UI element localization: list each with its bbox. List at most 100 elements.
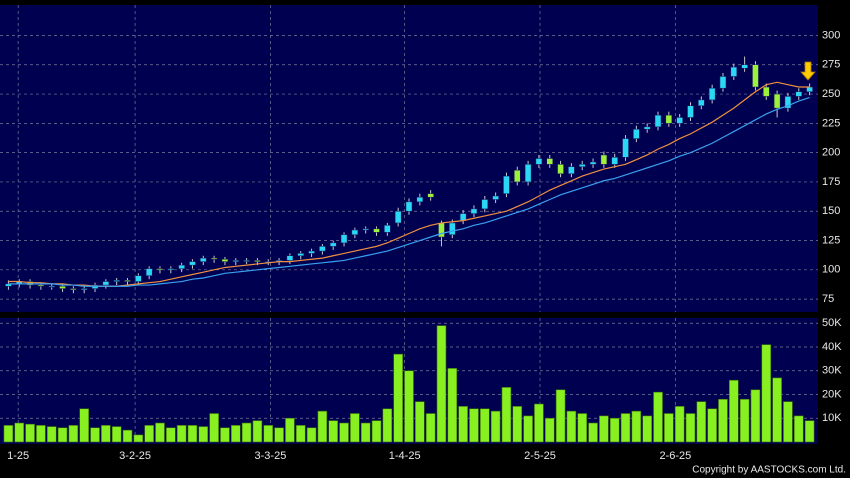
volume-bar bbox=[447, 368, 458, 443]
candle-body bbox=[438, 222, 445, 238]
volume-bar bbox=[144, 425, 154, 443]
volume-bar bbox=[230, 425, 241, 443]
volume-bar bbox=[57, 427, 68, 443]
candle-body bbox=[546, 158, 553, 165]
y-tick-label: 150 bbox=[822, 205, 840, 217]
volume-bar bbox=[588, 422, 598, 443]
volume-bar bbox=[360, 422, 371, 443]
volume-bar bbox=[285, 417, 295, 443]
x-tick-label: 2-5-25 bbox=[524, 450, 556, 462]
volume-bar bbox=[707, 408, 717, 443]
volume-bar bbox=[523, 415, 533, 443]
volume-bar bbox=[436, 325, 447, 443]
volume-bar bbox=[155, 422, 165, 443]
x-tick-label: 3-2-25 bbox=[119, 450, 151, 462]
volume-bar bbox=[306, 427, 317, 443]
candle-body bbox=[48, 285, 55, 288]
y-tick-label: 75 bbox=[822, 293, 834, 305]
candle-body bbox=[665, 114, 673, 124]
candle-body bbox=[351, 229, 359, 235]
volume-bar bbox=[36, 425, 46, 443]
candle-body bbox=[806, 86, 813, 92]
volume-bar bbox=[479, 408, 490, 443]
y2-tick-label: 40K bbox=[822, 341, 842, 353]
y-tick-label: 100 bbox=[822, 264, 840, 276]
volume-bar bbox=[750, 389, 761, 443]
candle-body bbox=[643, 126, 651, 130]
volume-bar bbox=[566, 410, 577, 443]
ma-line bbox=[8, 81, 810, 287]
volume-bar bbox=[772, 377, 782, 443]
volume-bar bbox=[90, 427, 100, 443]
volume-bar bbox=[631, 410, 642, 443]
volume-bar bbox=[739, 398, 750, 443]
candle-body bbox=[362, 228, 369, 231]
candle-body bbox=[578, 164, 586, 167]
volume-bar bbox=[544, 417, 555, 443]
candle-body bbox=[719, 76, 727, 89]
candle-body bbox=[773, 93, 781, 109]
candle-body bbox=[319, 246, 326, 252]
volume-bar bbox=[512, 406, 523, 443]
y-tick-label: 300 bbox=[822, 29, 840, 41]
candle-body bbox=[232, 260, 240, 262]
candle-body bbox=[384, 225, 391, 233]
volume-bar bbox=[469, 408, 479, 443]
candle-body bbox=[676, 117, 683, 124]
volume-bar bbox=[404, 370, 414, 443]
y2-tick-label: 10K bbox=[822, 412, 842, 424]
volume-bar bbox=[674, 406, 685, 443]
candle-body bbox=[297, 253, 304, 257]
volume-bar bbox=[198, 426, 209, 443]
copyright: Copyright by AASTOCKS.com Ltd. bbox=[692, 465, 846, 476]
y-tick-label: 125 bbox=[822, 234, 840, 246]
volume-bar bbox=[804, 420, 815, 443]
volume-bar bbox=[111, 426, 122, 443]
volume-bar bbox=[642, 415, 652, 443]
candle-body bbox=[189, 261, 196, 266]
candle-body bbox=[503, 175, 510, 194]
y2-tick-label: 20K bbox=[822, 388, 842, 400]
candle-body bbox=[135, 275, 142, 282]
volume-bar bbox=[46, 426, 57, 443]
candle-body bbox=[59, 285, 66, 289]
candle-body bbox=[687, 105, 694, 118]
volume-bar bbox=[685, 413, 696, 443]
volume-bar bbox=[490, 410, 501, 443]
candle-body bbox=[708, 87, 716, 101]
candle-body bbox=[557, 164, 564, 174]
candle-body bbox=[145, 268, 153, 276]
volume-bar bbox=[783, 401, 793, 443]
volume-bar bbox=[274, 427, 284, 443]
volume-bar bbox=[609, 417, 620, 443]
volume-bar bbox=[696, 401, 707, 443]
candle-body bbox=[795, 91, 803, 97]
candle-body bbox=[481, 199, 489, 210]
candle-body bbox=[37, 284, 45, 287]
volume-bar bbox=[14, 422, 25, 443]
volume-bar bbox=[577, 413, 588, 443]
candle-body bbox=[167, 268, 175, 271]
candle-body bbox=[113, 280, 120, 282]
candle-body bbox=[730, 66, 738, 77]
candle-body bbox=[405, 201, 413, 212]
volume-bar bbox=[241, 422, 252, 443]
candle-body bbox=[427, 193, 434, 198]
candle-body bbox=[70, 288, 77, 290]
price-panel bbox=[0, 5, 818, 312]
candle-body bbox=[124, 280, 131, 282]
volume-bar bbox=[718, 398, 728, 443]
candle-body bbox=[243, 260, 250, 262]
candle-body bbox=[524, 164, 532, 183]
candle-body bbox=[535, 158, 543, 165]
volume-bar bbox=[371, 420, 382, 443]
y2-tick-label: 30K bbox=[822, 365, 842, 377]
candle-body bbox=[784, 96, 792, 109]
volume-bar bbox=[25, 423, 35, 443]
y-tick-label: 225 bbox=[822, 117, 840, 129]
candle-body bbox=[654, 114, 662, 128]
candle-body bbox=[600, 154, 608, 165]
volume-bar bbox=[3, 425, 14, 443]
volume-bar bbox=[295, 425, 306, 443]
volume-bar bbox=[220, 427, 230, 443]
